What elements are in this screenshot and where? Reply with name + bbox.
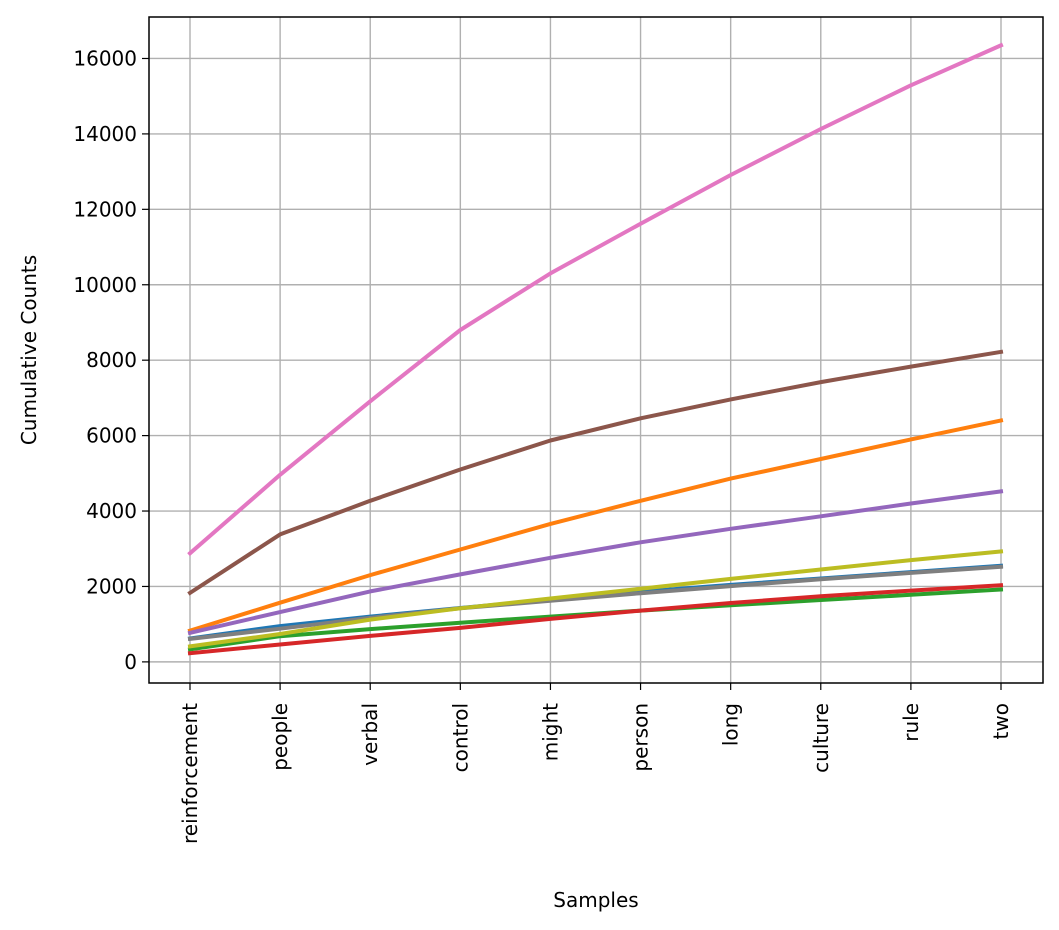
y-tick-label: 6000 bbox=[86, 424, 137, 448]
y-tick-label: 16000 bbox=[73, 46, 137, 70]
y-ticks: 0 2000 4000 6000 8000 10000 12000 14000 16000 bbox=[73, 46, 149, 674]
y-tick-label: 10000 bbox=[73, 273, 137, 297]
y-tick-label: 12000 bbox=[73, 197, 137, 221]
y-tick-label: 4000 bbox=[86, 499, 137, 523]
x-ticks: reinforcement people verbal control might per… bbox=[178, 683, 1013, 844]
x-tick-label: two bbox=[989, 703, 1013, 739]
grid bbox=[149, 17, 1043, 683]
x-tick-label: people bbox=[268, 703, 292, 771]
y-tick-label: 14000 bbox=[73, 122, 137, 146]
y-tick-label: 8000 bbox=[86, 348, 137, 372]
series-lines bbox=[187, 42, 1004, 656]
x-tick-label: culture bbox=[809, 703, 833, 773]
series-line-8 bbox=[187, 564, 1004, 642]
x-tick-label: rule bbox=[899, 703, 923, 742]
x-tick-label: person bbox=[629, 703, 653, 772]
series-line-5 bbox=[187, 489, 1004, 636]
y-tick-label: 0 bbox=[124, 650, 137, 674]
series-line-7 bbox=[187, 42, 1004, 557]
x-tick-label: reinforcement bbox=[178, 703, 202, 844]
x-tick-label: might bbox=[538, 703, 562, 761]
x-tick-label: control bbox=[448, 703, 472, 772]
x-axis-label: Samples bbox=[553, 888, 638, 912]
series-line-2 bbox=[187, 418, 1004, 634]
series-line-6 bbox=[187, 349, 1004, 596]
y-tick-label: 2000 bbox=[86, 574, 137, 598]
x-tick-label: long bbox=[719, 703, 743, 746]
x-tick-label: verbal bbox=[358, 703, 382, 766]
plot-frame bbox=[148, 16, 1044, 684]
y-axis-label: Cumulative Counts bbox=[17, 255, 41, 445]
series-line-9 bbox=[187, 549, 1004, 649]
series-line-4 bbox=[187, 583, 1004, 656]
